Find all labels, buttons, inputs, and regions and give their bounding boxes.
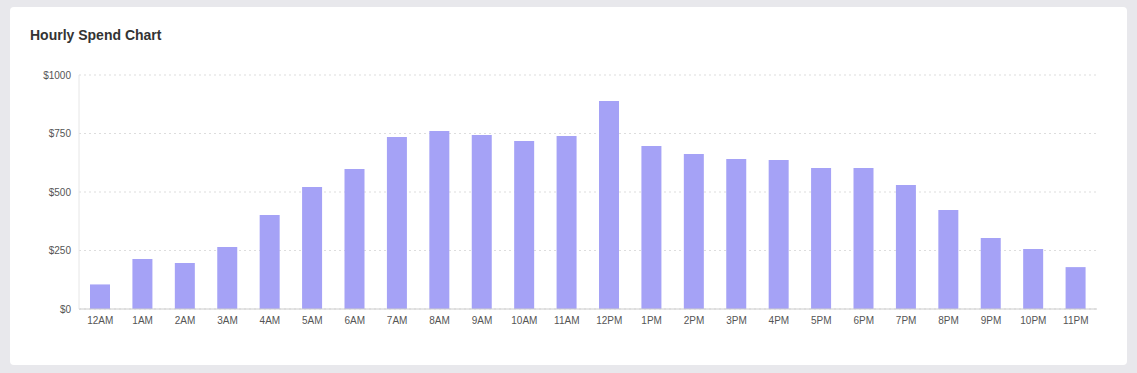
svg-text:4AM: 4AM: [260, 315, 281, 326]
svg-text:12AM: 12AM: [87, 315, 113, 326]
html-text:Hourly Spend Chart: Hourly Spend Chart: [30, 27, 162, 43]
svg-text:1PM: 1PM: [641, 315, 662, 326]
svg-text:5PM: 5PM: [811, 315, 832, 326]
svg-text:2PM: 2PM: [684, 315, 705, 326]
svg-text:8AM: 8AM: [429, 315, 450, 326]
svg-text:$500: $500: [49, 187, 72, 198]
svg-text:7AM: 7AM: [387, 315, 408, 326]
svg-text:10PM: 10PM: [1020, 315, 1046, 326]
svg-text:11PM: 11PM: [1063, 315, 1088, 326]
svg-text:9PM: 9PM: [981, 315, 1002, 326]
svg-text:6AM: 6AM: [344, 315, 365, 326]
svg-text:1AM: 1AM: [132, 315, 153, 326]
svg-text:8PM: 8PM: [938, 315, 959, 326]
svg-text:$250: $250: [49, 245, 72, 256]
svg-text:7PM: 7PM: [896, 315, 917, 326]
svg-text:$750: $750: [49, 128, 72, 139]
svg-text:2AM: 2AM: [175, 315, 196, 326]
svg-text:6PM: 6PM: [853, 315, 874, 326]
svg-text:10AM: 10AM: [511, 315, 537, 326]
svg-text:4PM: 4PM: [769, 315, 790, 326]
svg-text:5AM: 5AM: [302, 315, 323, 326]
svg-text:11AM: 11AM: [554, 315, 579, 326]
svg-text:$1000: $1000: [43, 70, 71, 81]
svg-text:3AM: 3AM: [217, 315, 238, 326]
svg-text:12PM: 12PM: [596, 315, 622, 326]
svg-text:3PM: 3PM: [726, 315, 747, 326]
svg-text:9AM: 9AM: [472, 315, 493, 326]
svg-text:$0: $0: [60, 304, 72, 315]
